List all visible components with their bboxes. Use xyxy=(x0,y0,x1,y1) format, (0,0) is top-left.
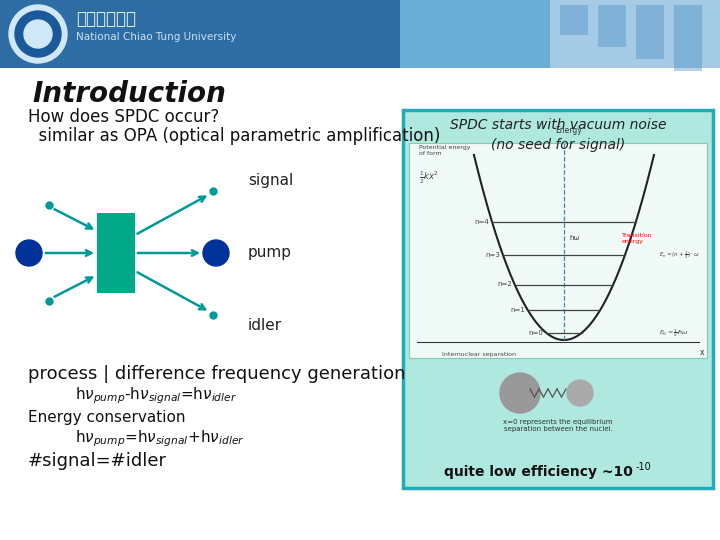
Text: Internuclear separation: Internuclear separation xyxy=(442,352,516,357)
Circle shape xyxy=(16,240,42,266)
Bar xyxy=(97,213,135,293)
Bar xyxy=(0,0,400,68)
Text: $\frac{1}{2}kx^2$: $\frac{1}{2}kx^2$ xyxy=(419,170,439,186)
Text: n=3: n=3 xyxy=(485,252,500,258)
Text: similar as OPA (optical parametric amplification): similar as OPA (optical parametric ampli… xyxy=(28,127,441,145)
Text: n=4: n=4 xyxy=(474,219,489,225)
Circle shape xyxy=(9,5,67,63)
FancyBboxPatch shape xyxy=(403,110,713,488)
Circle shape xyxy=(203,240,229,266)
Text: $E_n=(n+\frac{1}{2})\cdot\omega$: $E_n=(n+\frac{1}{2})\cdot\omega$ xyxy=(659,249,700,261)
Text: Energy: Energy xyxy=(556,126,582,135)
Text: x: x xyxy=(700,348,704,357)
Bar xyxy=(400,0,720,68)
Text: hω: hω xyxy=(569,235,580,241)
Bar xyxy=(674,5,702,71)
Text: n=1: n=1 xyxy=(510,307,525,313)
Text: National Chiao Tung University: National Chiao Tung University xyxy=(76,32,236,42)
Text: (no seed for signal): (no seed for signal) xyxy=(491,138,625,152)
Text: process | difference frequency generation: process | difference frequency generatio… xyxy=(28,365,405,383)
Text: n=2: n=2 xyxy=(497,281,512,287)
Text: $E_0=\frac{1}{2}\hbar\omega$: $E_0=\frac{1}{2}\hbar\omega$ xyxy=(659,327,688,339)
Text: idler: idler xyxy=(248,318,282,333)
Bar xyxy=(409,143,707,358)
Bar xyxy=(560,5,588,35)
Text: SPDC starts with vacuum noise: SPDC starts with vacuum noise xyxy=(450,118,666,132)
Text: #signal=#idler: #signal=#idler xyxy=(28,452,167,470)
Text: How does SPDC occur?: How does SPDC occur? xyxy=(28,108,220,126)
Bar xyxy=(598,5,626,47)
Text: pump: pump xyxy=(248,246,292,260)
Text: Potential energy
of form: Potential energy of form xyxy=(419,145,470,156)
Text: quite low efficiency ~10: quite low efficiency ~10 xyxy=(444,465,632,479)
Circle shape xyxy=(567,380,593,406)
Text: x=0 represents the equilibrium
separation between the nuclei.: x=0 represents the equilibrium separatio… xyxy=(503,419,613,432)
Text: signal: signal xyxy=(248,173,293,188)
Bar xyxy=(636,5,664,59)
Text: h$\nu_{pump}$-h$\nu_{signal}$=h$\nu_{idler}$: h$\nu_{pump}$-h$\nu_{signal}$=h$\nu_{idl… xyxy=(75,385,237,406)
Text: 國立交通大學: 國立交通大學 xyxy=(76,10,136,28)
Text: Energy conservation: Energy conservation xyxy=(28,410,186,425)
Bar xyxy=(550,0,720,68)
Text: -10: -10 xyxy=(636,462,652,472)
Circle shape xyxy=(24,20,52,48)
Text: Transition
energy: Transition energy xyxy=(622,233,652,244)
Circle shape xyxy=(500,373,540,413)
Text: h$\nu_{pump}$=h$\nu_{signal}$+h$\nu_{idler}$: h$\nu_{pump}$=h$\nu_{signal}$+h$\nu_{idl… xyxy=(75,428,245,449)
Circle shape xyxy=(15,11,61,57)
Text: n=0: n=0 xyxy=(528,329,543,335)
Text: Introduction: Introduction xyxy=(32,80,226,108)
